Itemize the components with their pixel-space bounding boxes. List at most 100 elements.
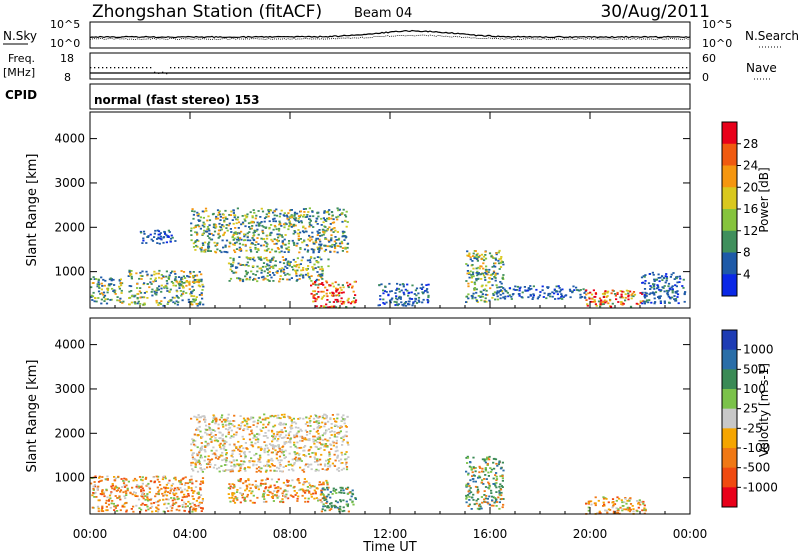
velocity-cell bbox=[245, 447, 248, 449]
velocity-cell bbox=[207, 462, 210, 465]
power-cell bbox=[129, 274, 132, 277]
velocity-cell bbox=[228, 460, 231, 463]
power-cell bbox=[270, 224, 273, 226]
power-cell bbox=[208, 237, 211, 239]
velocity-cell bbox=[208, 427, 211, 429]
velocity-cell bbox=[97, 480, 101, 483]
velocity-cell bbox=[133, 491, 136, 494]
velocity-cell bbox=[108, 498, 111, 501]
power-cell bbox=[406, 283, 409, 286]
velocity-cell bbox=[111, 483, 114, 485]
power-cell bbox=[272, 280, 275, 282]
velocity-cell bbox=[214, 418, 217, 421]
power-cell bbox=[301, 256, 304, 259]
power-cell bbox=[252, 279, 255, 281]
velocity-cell bbox=[198, 425, 201, 428]
power-cell bbox=[206, 235, 210, 237]
velocity-cell bbox=[122, 480, 125, 482]
velocity-cell bbox=[129, 491, 132, 494]
power-cell bbox=[222, 233, 225, 236]
power-cell bbox=[249, 258, 252, 261]
power-cell bbox=[353, 297, 356, 299]
power-cell bbox=[335, 216, 338, 219]
velocity-cell bbox=[125, 494, 128, 496]
velocity-cell bbox=[264, 470, 268, 473]
velocity-cell bbox=[161, 492, 164, 495]
power-cell bbox=[469, 258, 472, 261]
velocity-cell bbox=[242, 482, 245, 485]
velocity-cell bbox=[168, 492, 172, 495]
power-cell bbox=[281, 241, 284, 243]
power-cell bbox=[489, 277, 492, 280]
nave-point bbox=[454, 67, 456, 69]
power-cell bbox=[665, 277, 669, 280]
velocity-cell bbox=[121, 505, 124, 508]
power-cell bbox=[185, 292, 188, 294]
power-cell bbox=[585, 299, 588, 301]
velocity-cell bbox=[333, 433, 336, 436]
power-cell bbox=[502, 274, 505, 276]
power-cell bbox=[159, 235, 162, 238]
velocity-cell bbox=[181, 499, 184, 502]
nsearch-tick-bottom: 10^0 bbox=[702, 37, 732, 50]
velocity-cell bbox=[188, 481, 192, 484]
velocity-cell bbox=[636, 500, 639, 502]
power-cell bbox=[160, 300, 163, 303]
power-cell bbox=[136, 297, 139, 299]
power-cell bbox=[465, 295, 469, 298]
velocity-cell bbox=[162, 510, 165, 513]
velocity-cell bbox=[285, 496, 288, 499]
velocity-cell bbox=[281, 431, 284, 434]
power-cell bbox=[167, 277, 170, 280]
velocity-cell bbox=[147, 499, 150, 502]
velocity-cell bbox=[215, 449, 218, 452]
velocity-cell bbox=[494, 474, 497, 476]
power-cell bbox=[299, 231, 302, 234]
velocity-cell bbox=[287, 469, 291, 471]
velocity-cell bbox=[643, 509, 646, 511]
power-cell bbox=[229, 277, 233, 280]
power-cell bbox=[668, 301, 671, 304]
velocity-cell bbox=[629, 508, 632, 511]
power-cell bbox=[382, 302, 385, 304]
power-cell bbox=[94, 297, 97, 299]
power-cell bbox=[219, 249, 222, 252]
velocity-cell bbox=[335, 424, 338, 427]
velocity-cell bbox=[306, 421, 309, 424]
velocity-cell bbox=[305, 438, 308, 441]
power-cell bbox=[297, 220, 300, 222]
power-cell bbox=[535, 288, 538, 291]
power-colorbar-swatch bbox=[722, 209, 737, 232]
nave-point bbox=[158, 72, 160, 74]
velocity-cell bbox=[323, 443, 326, 446]
power-cell bbox=[663, 285, 666, 287]
power-cell bbox=[230, 265, 233, 268]
power-cell bbox=[284, 222, 287, 225]
velocity-cell bbox=[625, 508, 628, 511]
velocity-cell bbox=[272, 444, 275, 446]
velocity-cell bbox=[316, 422, 319, 425]
velocity-cell bbox=[629, 497, 632, 499]
velocity-cell bbox=[191, 481, 194, 484]
power-cell bbox=[536, 297, 539, 300]
power-cell bbox=[657, 286, 660, 289]
power-cell bbox=[332, 218, 335, 221]
power-cell bbox=[400, 301, 403, 304]
power-cell bbox=[412, 301, 415, 304]
velocity-cell bbox=[304, 500, 307, 503]
power-cell bbox=[410, 291, 413, 294]
power-cell bbox=[242, 222, 245, 225]
power-cell bbox=[669, 288, 672, 291]
power-cell bbox=[519, 286, 522, 289]
power-cell bbox=[248, 226, 251, 228]
velocity-cell bbox=[267, 489, 270, 492]
power-cell bbox=[200, 280, 203, 283]
velocity-cell bbox=[342, 467, 345, 470]
velocity-cell bbox=[245, 420, 248, 423]
velocity-cell bbox=[110, 502, 113, 505]
velocity-cell bbox=[476, 507, 479, 510]
velocity-cell bbox=[263, 492, 266, 494]
power-cell bbox=[414, 300, 417, 303]
power-cell bbox=[607, 302, 610, 305]
velocity-cell bbox=[477, 498, 480, 500]
